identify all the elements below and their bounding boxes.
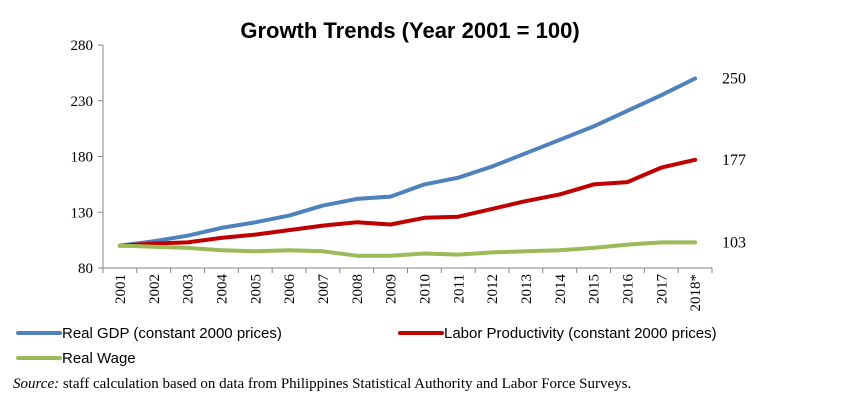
x-tick-label: 2009 <box>384 274 400 304</box>
x-tick-label: 2001 <box>113 274 129 304</box>
series-end-label-3: 103 <box>722 234 746 251</box>
chart-end-labels: 250 177 103 <box>722 70 746 251</box>
x-tick-label: 2013 <box>519 274 535 304</box>
x-tick-label: 2008 <box>350 274 366 304</box>
legend-label-3: Real Wage <box>62 350 136 367</box>
legend-label-1: Real GDP (constant 2000 prices) <box>62 325 282 342</box>
series-end-label-1: 250 <box>722 70 746 87</box>
legend-label-2: Labor Productivity (constant 2000 prices… <box>444 325 717 342</box>
chart-axes: 80 130 180 230 280 2001 2002 2003 2004 2005 2006 20… <box>71 38 713 312</box>
y-tick-label: 180 <box>71 150 94 166</box>
series-line-2 <box>117 157 698 248</box>
x-tick-label: 2005 <box>248 274 264 304</box>
x-tick-label: 2010 <box>417 274 433 304</box>
x-tick-label: 2015 <box>587 274 603 304</box>
x-tick-label: 2007 <box>316 274 332 305</box>
chart-series-lines <box>117 76 698 258</box>
series-line-1 <box>117 76 698 248</box>
x-tick-label: 2012 <box>485 274 501 304</box>
chart-legend: Real GDP (constant 2000 prices) Labor Pro… <box>16 325 717 367</box>
x-tick-label: 2014 <box>553 274 569 305</box>
y-tick-label: 230 <box>71 94 94 110</box>
x-tick-label: 2002 <box>147 274 163 304</box>
source-note: Source: staff calculation based on data … <box>13 376 631 393</box>
source-prefix: Source: <box>13 376 60 392</box>
x-tick-label: 2018* <box>688 274 704 312</box>
series-end-label-2: 177 <box>722 152 746 169</box>
x-tick-label: 2016 <box>620 274 636 305</box>
x-tick-label: 2004 <box>214 274 230 305</box>
y-tick-label: 280 <box>71 38 94 54</box>
x-tick-label: 2003 <box>181 274 197 304</box>
y-tick-label: 130 <box>71 205 94 221</box>
x-tick-label: 2017 <box>654 274 670 305</box>
x-tick-label: 2011 <box>451 274 467 303</box>
source-text: staff calculation based on data from Phi… <box>59 376 632 392</box>
series-line-3 <box>117 240 698 258</box>
x-tick-label: 2006 <box>282 274 298 305</box>
y-tick-label: 80 <box>78 261 93 277</box>
chart-title: Growth Trends (Year 2001 = 100) <box>240 18 579 43</box>
